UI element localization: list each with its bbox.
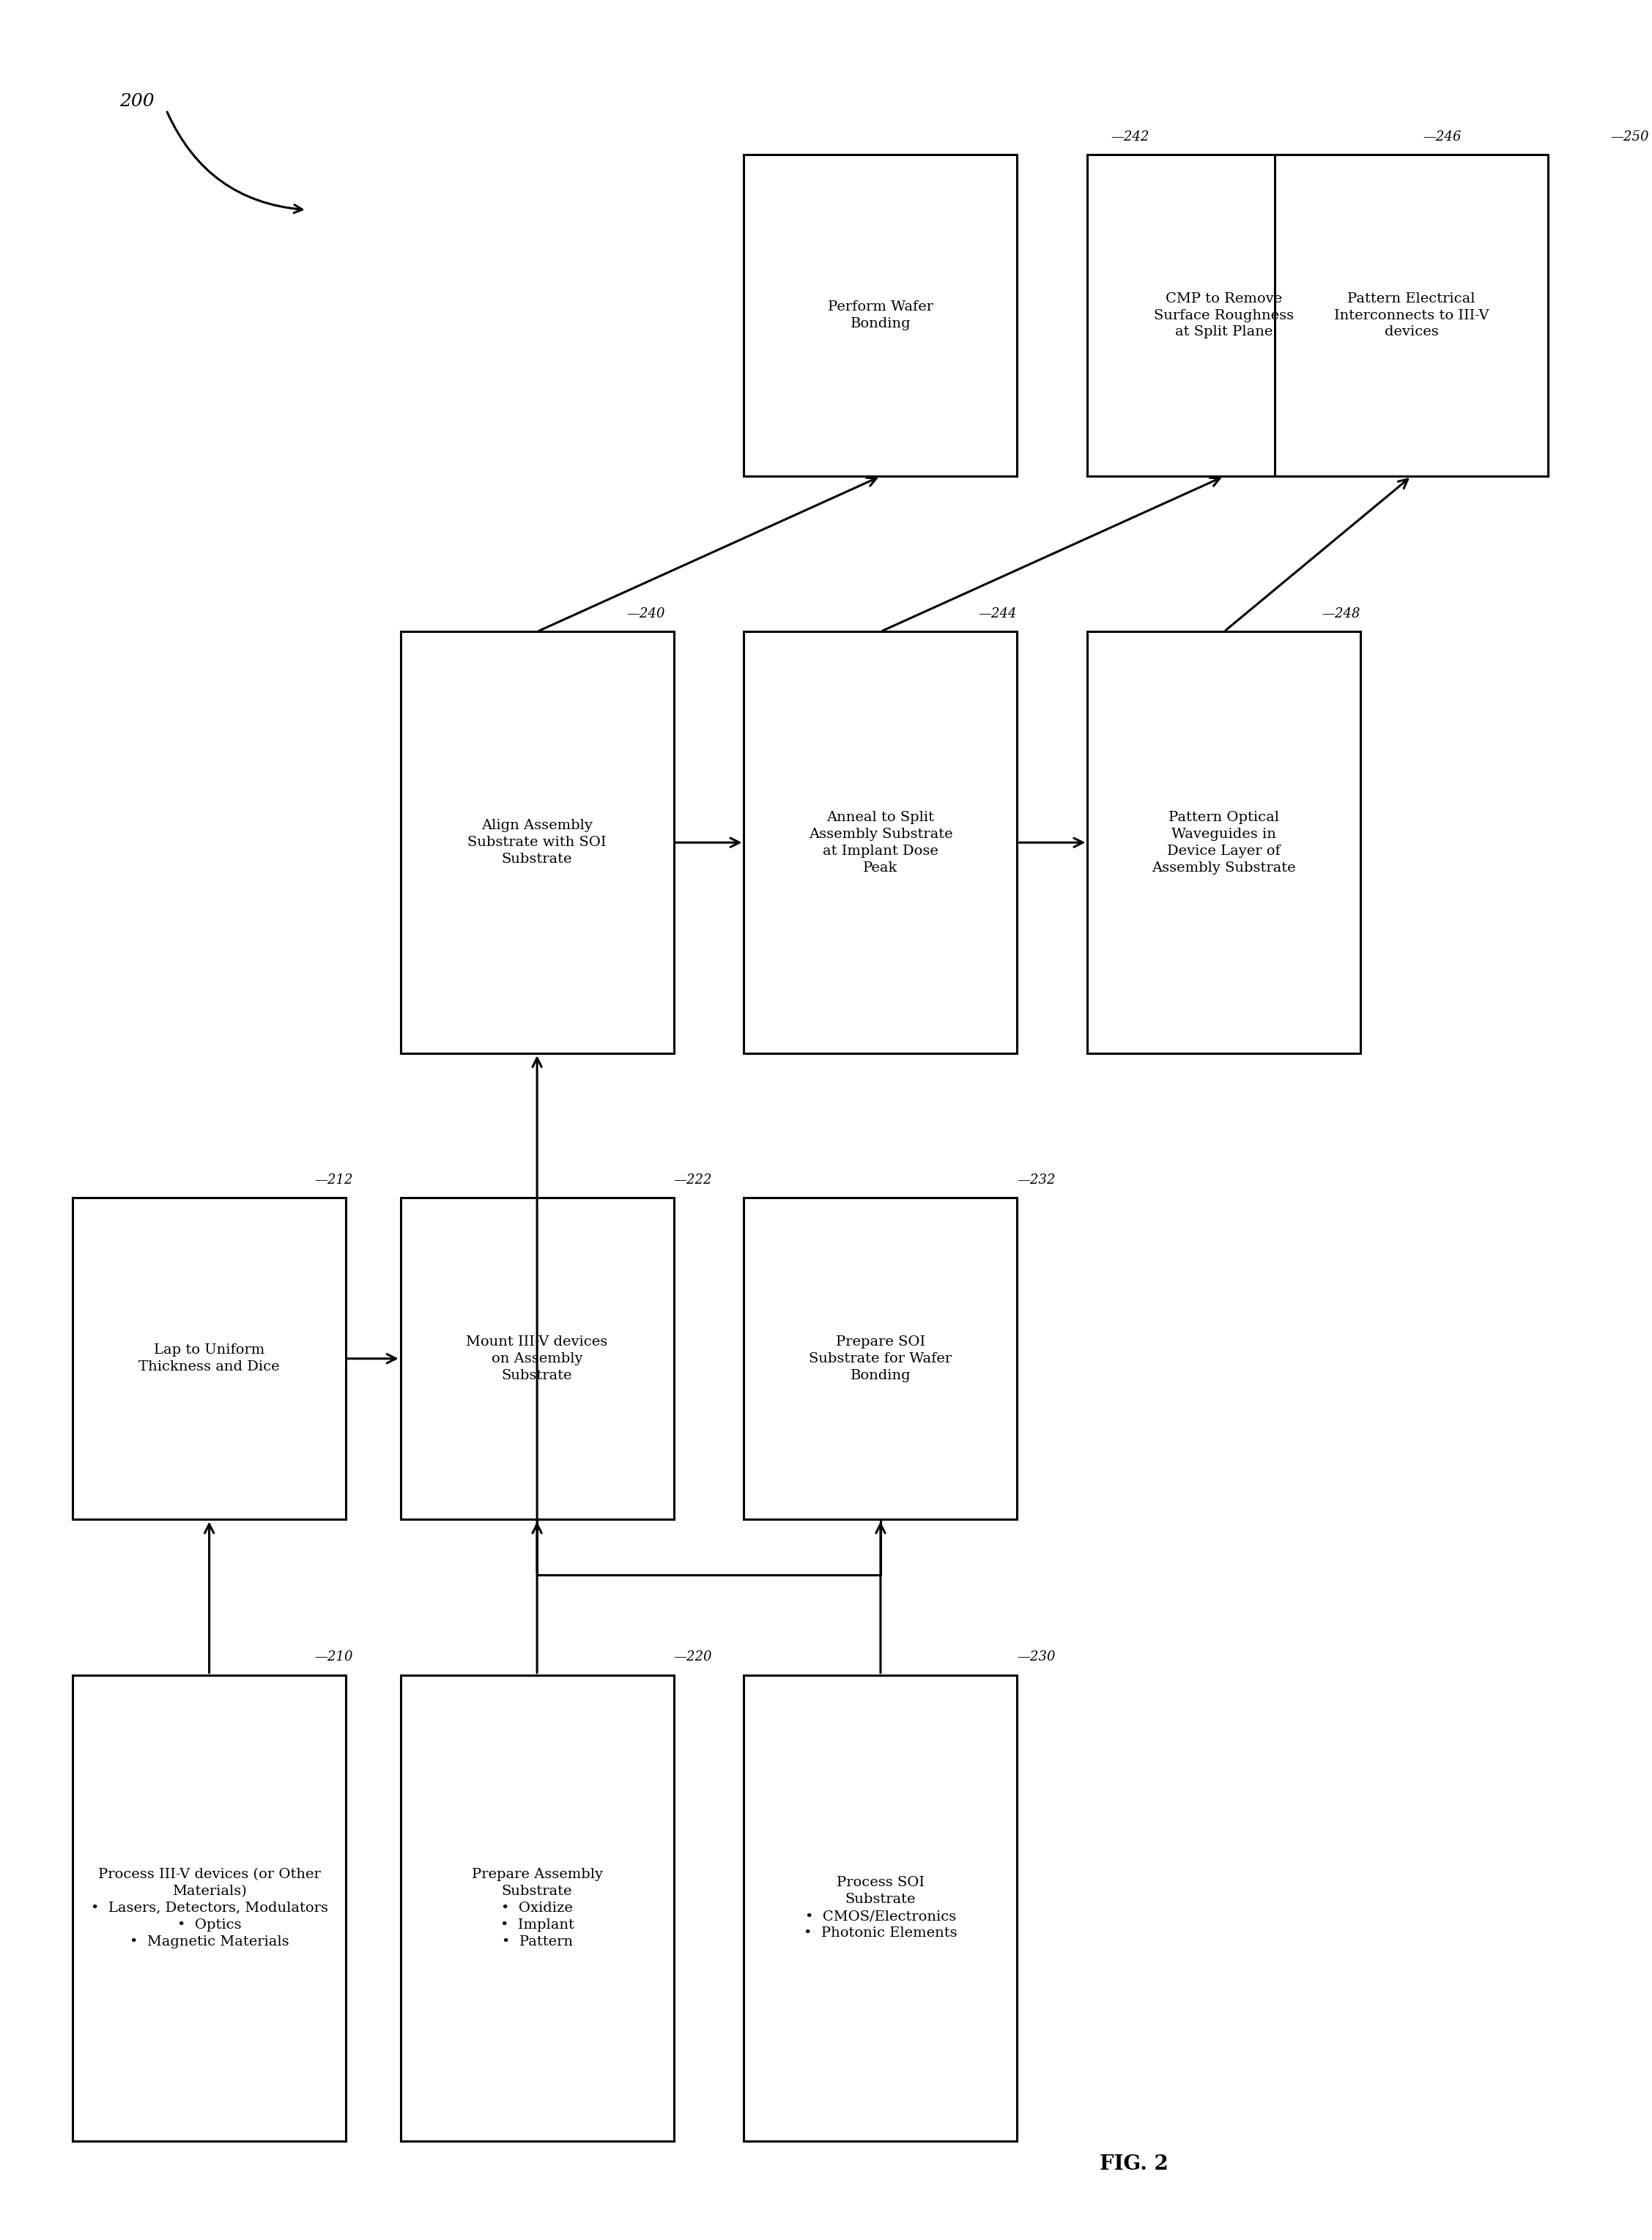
Bar — [1275, 155, 1548, 477]
Bar — [1087, 155, 1361, 477]
Text: Pattern Optical
Waveguides in
Device Layer of
Assembly Substrate: Pattern Optical Waveguides in Device Lay… — [1151, 811, 1297, 874]
Text: —244: —244 — [978, 607, 1016, 620]
Text: —250: —250 — [1611, 130, 1649, 143]
Text: —222: —222 — [674, 1174, 712, 1187]
Text: —210: —210 — [314, 1651, 354, 1664]
Bar — [743, 1676, 1018, 2141]
Text: Process SOI
Substrate
•  CMOS/Electronics
•  Photonic Elements: Process SOI Substrate • CMOS/Electronics… — [805, 1877, 957, 1940]
Text: —230: —230 — [1018, 1651, 1056, 1664]
Text: Anneal to Split
Assembly Substrate
at Implant Dose
Peak: Anneal to Split Assembly Substrate at Im… — [808, 811, 953, 874]
Text: —212: —212 — [314, 1174, 354, 1187]
Bar — [73, 1676, 345, 2141]
Text: —248: —248 — [1322, 607, 1360, 620]
Text: Process III-V devices (or Other
Materials)
•  Lasers, Detectors, Modulators
•  O: Process III-V devices (or Other Material… — [91, 1868, 327, 1949]
Text: Prepare SOI
Substrate for Wafer
Bonding: Prepare SOI Substrate for Wafer Bonding — [809, 1335, 952, 1382]
Text: Perform Wafer
Bonding: Perform Wafer Bonding — [828, 300, 933, 329]
Text: 200: 200 — [119, 94, 154, 110]
Bar — [73, 1198, 345, 1519]
Text: Pattern Electrical
Interconnects to III-V
devices: Pattern Electrical Interconnects to III-… — [1333, 291, 1488, 338]
Bar — [400, 1198, 674, 1519]
Bar — [743, 632, 1018, 1053]
Text: Lap to Uniform
Thickness and Dice: Lap to Uniform Thickness and Dice — [139, 1344, 279, 1373]
Bar — [400, 1676, 674, 2141]
Text: —232: —232 — [1018, 1174, 1056, 1187]
Text: —240: —240 — [626, 607, 666, 620]
Text: CMP to Remove
Surface Roughness
at Split Plane: CMP to Remove Surface Roughness at Split… — [1155, 291, 1294, 338]
Text: Prepare Assembly
Substrate
•  Oxidize
•  Implant
•  Pattern: Prepare Assembly Substrate • Oxidize • I… — [471, 1868, 603, 1949]
Bar — [743, 1198, 1018, 1519]
Bar — [1087, 632, 1361, 1053]
Text: Align Assembly
Substrate with SOI
Substrate: Align Assembly Substrate with SOI Substr… — [468, 820, 606, 867]
Text: FIG. 2: FIG. 2 — [1100, 2155, 1168, 2175]
Text: —246: —246 — [1422, 130, 1462, 143]
Text: —220: —220 — [674, 1651, 712, 1664]
Text: —242: —242 — [1110, 130, 1150, 143]
Text: Mount III-V devices
on Assembly
Substrate: Mount III-V devices on Assembly Substrat… — [466, 1335, 608, 1382]
Bar — [743, 155, 1018, 477]
Bar — [400, 632, 674, 1053]
